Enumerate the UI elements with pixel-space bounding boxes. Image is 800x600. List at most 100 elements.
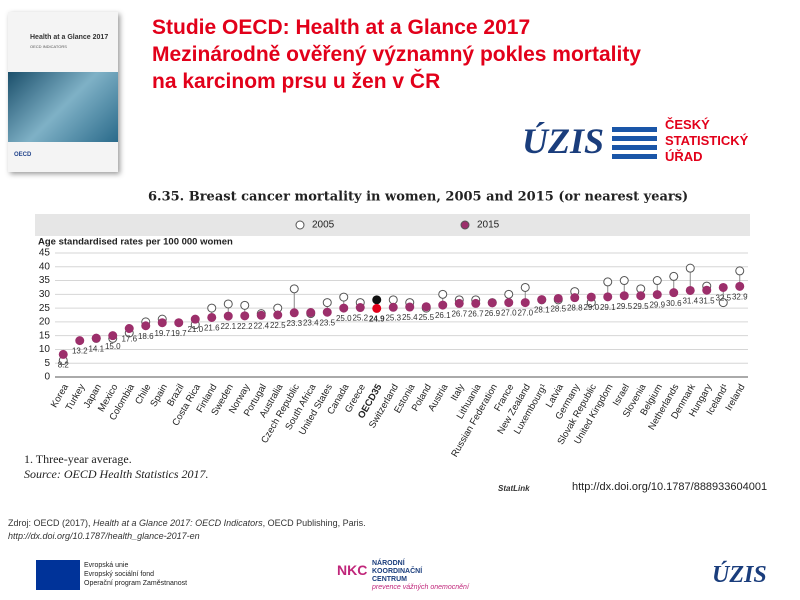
cover-subtitle: OECD INDICATORS <box>30 44 67 49</box>
dot-2015 <box>454 298 464 308</box>
value-label: 22.4 <box>253 321 269 330</box>
dot-2015 <box>141 321 151 331</box>
value-label: 23.4 <box>303 319 319 328</box>
value-label: 26.1 <box>435 311 451 320</box>
y-tick-label: 20 <box>39 317 51 328</box>
value-label: 28.5 <box>550 305 566 314</box>
chart: 6.35. Breast cancer mortality in women, … <box>35 190 750 459</box>
value-label: 25.5 <box>418 313 434 322</box>
dot-2015 <box>174 318 184 328</box>
dot-2015 <box>124 324 134 334</box>
dot-2015 <box>421 302 431 312</box>
dot-2005 <box>289 284 299 294</box>
value-label: 25.3 <box>385 313 401 322</box>
dot-2015 <box>471 298 481 308</box>
zdroj-text: Zdroj: OECD (2017), <box>8 518 94 528</box>
dot-2015 <box>91 333 101 343</box>
zdroj-url: http://dx.doi.org/10.1787/health_glance-… <box>8 531 200 541</box>
source: Source: OECD Health Statistics 2017. <box>24 467 209 481</box>
y-axis-label: Age standardised rates per 100 000 women <box>38 237 233 248</box>
value-label: 25.2 <box>352 314 368 323</box>
dot-2005 <box>718 298 728 308</box>
dot-2015 <box>157 318 167 328</box>
legend-swatch <box>295 220 305 230</box>
value-label: 15.0 <box>105 342 121 351</box>
nkc-line: prevence vážných onemocnění <box>372 584 469 591</box>
dot-2015 <box>735 281 745 291</box>
dot-2015 <box>322 307 332 317</box>
title-line: Studie OECD: Health at a Glance 2017 <box>152 16 531 39</box>
dot-2015 <box>652 290 662 300</box>
dot-2005 <box>504 289 514 299</box>
value-label: 31.5 <box>699 296 715 305</box>
dot-2005 <box>339 292 349 302</box>
dot-2005 <box>652 276 662 286</box>
eu-line: Operační program Zaměstnanost <box>84 580 188 587</box>
dot-2015 <box>289 308 299 318</box>
y-tick-label: 0 <box>44 372 50 383</box>
y-tick-label: 45 <box>39 248 51 259</box>
value-label: 22.5 <box>270 321 286 330</box>
title-line: na karcinom prsu u žen v ČR <box>152 70 441 93</box>
dot-2005 <box>520 282 530 292</box>
dot-2005 <box>735 266 745 276</box>
slide-title: Studie OECD: Health at a Glance 2017 Mez… <box>152 14 641 95</box>
dot-2015 <box>702 285 712 295</box>
value-label: 32.5 <box>715 294 731 303</box>
eu-line: Evropská unie <box>84 562 129 569</box>
value-label: 18.6 <box>138 332 154 341</box>
dot-2005 <box>322 298 332 308</box>
dot-2005 <box>240 300 250 310</box>
dot-2015 <box>487 298 497 308</box>
dot-2005 <box>388 295 398 305</box>
value-label: 29.9 <box>649 301 665 310</box>
value-label: 23.3 <box>286 319 302 328</box>
eu-flag <box>36 560 80 590</box>
dot-2005 <box>223 299 233 309</box>
dot-2005 <box>669 271 679 281</box>
dot-2005 <box>603 277 613 287</box>
nkc-line: KOORDINAČNÍ <box>372 568 423 575</box>
value-label: 13.2 <box>72 347 88 356</box>
dot-2015 <box>619 291 629 301</box>
dot-2015 <box>306 308 316 318</box>
dot-2005 <box>438 289 448 299</box>
dot-2015 <box>339 303 349 313</box>
zdroj-text: , OECD Publishing, Paris. <box>262 518 366 528</box>
legend-swatch <box>460 220 470 230</box>
value-label: 29.5 <box>616 302 632 311</box>
dot-2015 <box>75 336 85 346</box>
dot-2015 <box>570 293 580 303</box>
value-label: 30.6 <box>666 299 682 308</box>
uzis-logo: ÚZIS <box>522 121 605 161</box>
value-label: 28.8 <box>567 304 583 313</box>
csu-line: ČESKÝ <box>665 117 710 132</box>
dot-2015 <box>388 302 398 312</box>
value-label: 19.7 <box>154 329 170 338</box>
value-label: 24.9 <box>369 314 385 323</box>
dot-2015 <box>553 293 563 303</box>
nkc-logo: NÁRODNÍ KOORDINAČNÍ CENTRUM prevence váž… <box>372 560 469 592</box>
dot-2005 <box>685 263 695 273</box>
y-tick-label: 25 <box>39 303 51 314</box>
value-label: 29.0 <box>583 303 599 312</box>
value-label: 27.0 <box>517 309 533 318</box>
dot-2015 <box>586 292 596 302</box>
value-label: 25.4 <box>402 313 418 322</box>
value-label: 8.2 <box>58 361 70 370</box>
dot-2015 <box>273 310 283 320</box>
y-tick-label: 15 <box>39 330 51 341</box>
value-label: 26.7 <box>451 310 467 319</box>
value-label: 29.1 <box>600 303 616 312</box>
cover-title: Health at a Glance 2017 <box>30 34 109 41</box>
uzis-logo-small: ÚZIS <box>712 562 767 588</box>
value-label: 25.0 <box>336 314 352 323</box>
dot-2015 <box>603 292 613 302</box>
dot-2015 <box>256 310 266 320</box>
zdroj: Zdroj: OECD (2017), Health at a Glance 2… <box>8 517 366 543</box>
dot-2005 <box>207 303 217 313</box>
legend-label: 2005 <box>312 220 335 231</box>
dot-2005 <box>619 276 629 286</box>
statlink-url: http://dx.doi.org/10.1787/888933604001 <box>572 481 768 493</box>
